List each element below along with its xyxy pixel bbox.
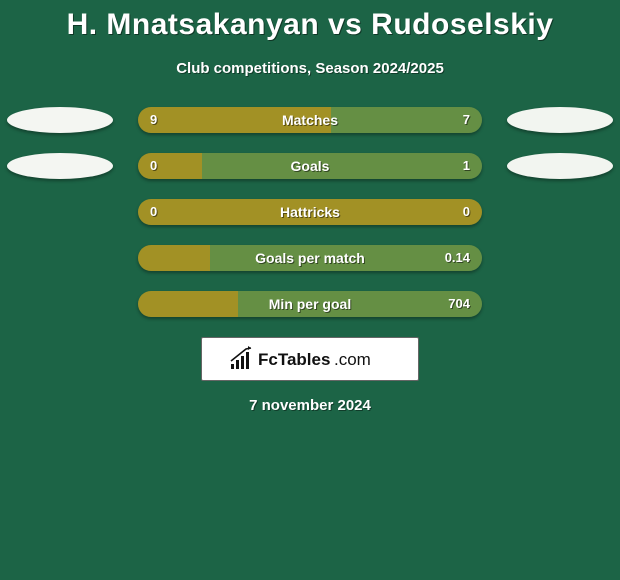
stat-label: Min per goal <box>0 291 620 317</box>
stat-row: 97Matches <box>0 107 620 133</box>
logo-box: FcTables .com <box>201 337 419 381</box>
stat-label: Hattricks <box>0 199 620 225</box>
svg-text:.com: .com <box>334 350 371 369</box>
stat-label: Matches <box>0 107 620 133</box>
fctables-logo: FcTables .com <box>225 345 395 373</box>
stat-label: Goals <box>0 153 620 179</box>
stat-row: 00Hattricks <box>0 199 620 225</box>
date: 7 november 2024 <box>0 397 620 414</box>
subtitle: Club competitions, Season 2024/2025 <box>0 60 620 77</box>
comparison-rows: 97Matches 01Goals 00Hattricks 0.14Goals per… <box>0 107 620 317</box>
stat-row: 0.14Goals per match <box>0 245 620 271</box>
page-title: H. Mnatsakanyan vs Rudoselskiy <box>0 8 620 42</box>
stat-row: 704Min per goal <box>0 291 620 317</box>
stat-label: Goals per match <box>0 245 620 271</box>
stat-row: 01Goals <box>0 153 620 179</box>
svg-text:FcTables: FcTables <box>258 350 330 369</box>
